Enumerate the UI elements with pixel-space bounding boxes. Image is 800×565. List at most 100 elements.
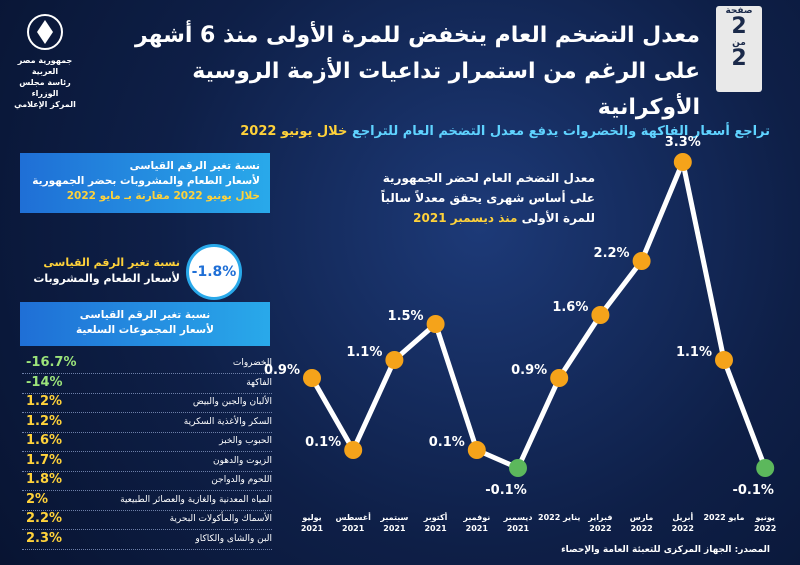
table-row: الخضروات -16.7% bbox=[22, 354, 272, 374]
data-label: 2.2% bbox=[594, 246, 630, 261]
row-label: الزيوت والدهون bbox=[212, 455, 272, 466]
row-label: المياه المعدنية والغازية والعصائر الطبيع… bbox=[120, 494, 272, 505]
of-label: من bbox=[732, 38, 746, 48]
x-tick-label: سبتمبر 2021 bbox=[380, 513, 409, 533]
chart-title-line: على أساس شهرى يحقق معدلاً سالباً bbox=[380, 191, 595, 205]
data-label: -0.1% bbox=[485, 483, 526, 498]
logo: جمهورية مصر العربية رئاسة مجلس الوزراء ا… bbox=[10, 12, 80, 109]
data-label: 0.9% bbox=[264, 363, 300, 378]
data-label: 1.1% bbox=[346, 345, 382, 360]
row-label: السكر والأغذية السكرية bbox=[183, 416, 272, 427]
groups-box-line: لأسعار المجموعات السلعية bbox=[76, 324, 214, 336]
data-label: 0.1% bbox=[305, 435, 341, 450]
food-box-highlight: خلال يونيو 2022 مقارنة بـ مايو 2022 bbox=[66, 190, 260, 202]
line bbox=[309, 159, 768, 471]
row-value: 2.3% bbox=[26, 530, 63, 546]
point bbox=[385, 351, 404, 369]
data-label: 1.5% bbox=[388, 309, 424, 324]
point bbox=[550, 369, 569, 387]
row-value: 2.2% bbox=[26, 511, 63, 526]
chart-title-line: معدل التضخم العام لحضر الجمهورية bbox=[382, 171, 595, 185]
title: معدل التضخم العام ينخفض للمرة الأولى منذ… bbox=[100, 18, 700, 126]
table-row: الأسماك والمأكولات البحرية 2.2% bbox=[22, 510, 272, 530]
chart-title-highlight: منذ ديسمبر 2021 bbox=[413, 211, 518, 225]
table-row: الفاكهة -14% bbox=[22, 374, 272, 394]
title-line: على الرغم من استمرار تداعيات الأزمة الرو… bbox=[192, 59, 700, 120]
logo-emblem bbox=[27, 14, 63, 50]
page-indicator: صفحة 2 من 2 bbox=[716, 6, 762, 92]
row-value: 1.8% bbox=[26, 472, 63, 487]
x-tick-label: نوفمبر 2021 bbox=[463, 513, 491, 533]
x-tick-label: يوليو 2021 bbox=[300, 513, 324, 533]
point bbox=[632, 252, 651, 270]
subtitle: تراجع أسعار الفاكهة والخضروات يدفع معدل … bbox=[50, 124, 770, 139]
point bbox=[509, 459, 527, 477]
x-tick-label: فبراير 2022 bbox=[588, 513, 613, 533]
point bbox=[467, 441, 486, 459]
row-label: الأسماك والمأكولات البحرية bbox=[169, 514, 272, 524]
row-value: -16.7% bbox=[26, 355, 77, 370]
row-label: الفاكهة bbox=[246, 377, 272, 388]
x-tick-label: مايو 2022 bbox=[703, 513, 745, 522]
point bbox=[673, 153, 692, 171]
data-label: 0.1% bbox=[429, 435, 465, 450]
x-tick-label: مارس 2022 bbox=[629, 513, 654, 533]
page-label: صفحة bbox=[725, 6, 753, 16]
row-label: الحبوب والخبز bbox=[219, 436, 272, 446]
table-row: البن والشاى والكاكاو 2.3% bbox=[22, 530, 272, 550]
data-label: -0.1% bbox=[732, 483, 773, 498]
table-row: الحبوب والخبز 1.6% bbox=[22, 432, 272, 452]
subtitle-text: تراجع أسعار الفاكهة والخضروات يدفع معدل … bbox=[351, 124, 770, 139]
data-label: 1.6% bbox=[552, 300, 588, 315]
row-label: الألبان والجبن والبيض bbox=[192, 397, 272, 407]
data-label: 0.9% bbox=[511, 363, 547, 378]
logo-line: رئاسة مجلس الوزراء bbox=[19, 78, 71, 98]
source: المصدر: الجهاز المركزى للتعبئة العامة وا… bbox=[561, 545, 770, 555]
title-line: معدل التضخم العام ينخفض للمرة الأولى منذ… bbox=[134, 23, 700, 48]
x-tick-label: أبريل 2022 bbox=[671, 513, 694, 533]
food-box: نسبة تغير الرقم القياسى لأسعار الطعام وا… bbox=[20, 153, 270, 213]
data-label: 1.1% bbox=[676, 345, 712, 360]
row-label: الخضروات bbox=[232, 358, 272, 368]
food-change-line: نسبة تغير الرقم القياسى bbox=[43, 256, 180, 269]
food-change-value: -1.8% bbox=[186, 244, 242, 300]
chart-title-line: للمرة الأولى bbox=[521, 211, 595, 225]
food-change-line: لأسعار الطعام والمشروبات bbox=[33, 272, 180, 285]
row-value: -14% bbox=[26, 374, 63, 390]
x-tick-label: يونيو 2022 bbox=[754, 513, 777, 533]
row-label: اللحوم والدواجن bbox=[211, 475, 272, 485]
row-label: البن والشاى والكاكاو bbox=[195, 533, 272, 544]
table-row: الألبان والجبن والبيض 1.2% bbox=[22, 393, 272, 413]
point bbox=[426, 315, 445, 333]
point bbox=[303, 369, 321, 387]
data-label: 3.3% bbox=[665, 135, 701, 150]
x-tick-label: أكتوبر 2021 bbox=[423, 513, 448, 533]
table-row: السكر والأغذية السكرية 1.2% bbox=[22, 413, 272, 433]
table-row: الزيوت والدهون 1.7% bbox=[22, 452, 272, 472]
table-row: اللحوم والدواجن 1.8% bbox=[22, 471, 272, 491]
x-tick-label: أغسطس 2021 bbox=[335, 513, 371, 533]
food-box-line: نسبة تغير الرقم القياسى bbox=[129, 160, 260, 172]
row-value: 2% bbox=[26, 491, 49, 507]
point bbox=[715, 351, 733, 369]
page-total: 2 bbox=[731, 46, 747, 71]
row-value: 1.7% bbox=[26, 452, 63, 468]
logo-line: جمهورية مصر العربية bbox=[17, 56, 73, 76]
groups-box: نسبة تغير الرقم القياسى لأسعار المجموعات… bbox=[20, 302, 270, 346]
point bbox=[591, 306, 610, 324]
x-tick-label: يناير 2022 bbox=[538, 513, 581, 522]
point bbox=[344, 441, 363, 459]
subtitle-highlight: خلال يونيو 2022 bbox=[240, 124, 348, 139]
food-change-text: نسبة تغير الرقم القياسى لأسعار الطعام وا… bbox=[20, 255, 180, 287]
row-value: 1.2% bbox=[26, 413, 63, 429]
row-value: 1.6% bbox=[26, 433, 63, 448]
food-box-line: لأسعار الطعام والمشروبات بحضر الجمهورية bbox=[32, 175, 260, 187]
x-tick-label: ديسمبر 2021 bbox=[503, 513, 533, 533]
point bbox=[756, 459, 775, 477]
row-value: 1.2% bbox=[26, 394, 63, 409]
logo-line: المركز الإعلامي bbox=[14, 100, 76, 109]
page-number: 2 bbox=[731, 14, 747, 39]
chart-title: معدل التضخم العام لحضر الجمهورية على أسا… bbox=[380, 168, 595, 228]
